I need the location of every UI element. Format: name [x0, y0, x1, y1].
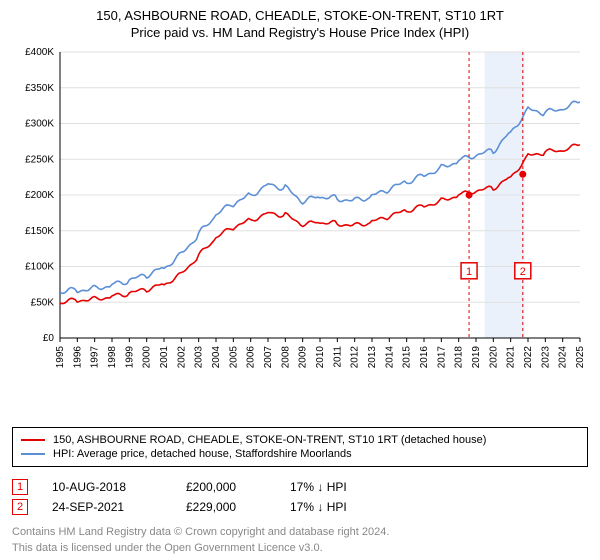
x-tick-label: 2006 — [246, 346, 257, 369]
event-marker-2: 2 — [520, 266, 526, 278]
legend-label: 150, ASHBOURNE ROAD, CHEADLE, STOKE-ON-T… — [53, 434, 486, 446]
annotation-price: £200,000 — [186, 480, 266, 494]
x-tick-label: 2016 — [419, 346, 430, 369]
x-tick-label: 2014 — [384, 346, 395, 369]
x-tick-label: 2022 — [523, 346, 534, 369]
x-tick-label: 2024 — [558, 346, 569, 369]
x-tick-label: 1997 — [90, 346, 101, 369]
legend-box: 150, ASHBOURNE ROAD, CHEADLE, STOKE-ON-T… — [12, 427, 588, 467]
legend-label: HPI: Average price, detached house, Staf… — [53, 448, 352, 460]
y-tick-label: £100K — [25, 262, 54, 273]
attribution-line2: This data is licensed under the Open Gov… — [12, 541, 588, 556]
y-tick-label: £50K — [31, 297, 55, 308]
attribution-line1: Contains HM Land Registry data © Crown c… — [12, 525, 588, 540]
x-tick-label: 2010 — [315, 346, 326, 369]
x-tick-label: 2009 — [298, 346, 309, 369]
legend-row: HPI: Average price, detached house, Staf… — [21, 448, 579, 460]
event-marker-1: 1 — [466, 266, 472, 278]
chart-area: £0 £50K £100K £150K £200K £250K £300K £350K £400… — [12, 46, 588, 421]
x-tick-label: 2015 — [402, 346, 413, 369]
annotation-marker: 2 — [12, 499, 28, 515]
annotation-date: 24-SEP-2021 — [52, 500, 162, 514]
y-tick-label: £350K — [25, 83, 54, 94]
x-tick-label: 2008 — [280, 346, 291, 369]
legend-swatch — [21, 453, 45, 455]
title-subtitle: Price paid vs. HM Land Registry's House … — [12, 25, 588, 40]
annotation-price: £229,000 — [186, 500, 266, 514]
y-tick-label: £150K — [25, 226, 54, 237]
y-tick-label: £200K — [25, 190, 54, 201]
x-tick-label: 2011 — [332, 346, 343, 368]
legend-swatch — [21, 439, 45, 441]
annotation-row: 2 24-SEP-2021 £229,000 17% ↓ HPI — [12, 499, 588, 515]
annotation-date: 10-AUG-2018 — [52, 480, 162, 494]
x-tick-label: 2002 — [176, 346, 187, 369]
title-block: 150, ASHBOURNE ROAD, CHEADLE, STOKE-ON-T… — [12, 8, 588, 40]
x-tick-label: 2003 — [194, 346, 205, 369]
x-tick-label: 2017 — [436, 346, 447, 369]
x-tick-label: 2020 — [488, 346, 499, 369]
x-tick-label: 1998 — [107, 346, 118, 369]
x-tick-label: 2000 — [142, 346, 153, 369]
attribution-text: Contains HM Land Registry data © Crown c… — [12, 525, 588, 556]
x-tick-label: 1995 — [55, 346, 66, 369]
title-address: 150, ASHBOURNE ROAD, CHEADLE, STOKE-ON-T… — [12, 8, 588, 23]
x-tick-label: 2013 — [367, 346, 378, 369]
x-tick-label: 2007 — [263, 346, 274, 369]
annotation-delta: 17% ↓ HPI — [290, 480, 347, 494]
x-tick-label: 2025 — [575, 346, 586, 369]
y-tick-label: £250K — [25, 154, 54, 165]
x-tick-label: 1996 — [72, 346, 83, 369]
y-tick-label: £0 — [43, 333, 55, 344]
x-tick-label: 2001 — [159, 346, 170, 369]
annotation-delta: 17% ↓ HPI — [290, 500, 347, 514]
chart-container: 150, ASHBOURNE ROAD, CHEADLE, STOKE-ON-T… — [0, 0, 600, 560]
annotation-table: 1 10-AUG-2018 £200,000 17% ↓ HPI 2 24-SEP-202… — [12, 475, 588, 519]
x-tick-label: 2019 — [471, 346, 482, 369]
annotation-marker: 1 — [12, 479, 28, 495]
annotation-row: 1 10-AUG-2018 £200,000 17% ↓ HPI — [12, 479, 588, 495]
x-tick-label: 2023 — [540, 346, 551, 369]
x-tick-label: 2021 — [506, 346, 517, 369]
x-tick-label: 2012 — [350, 346, 361, 369]
x-tick-label: 2018 — [454, 346, 465, 369]
legend-row: 150, ASHBOURNE ROAD, CHEADLE, STOKE-ON-T… — [21, 434, 579, 446]
x-tick-label: 1999 — [124, 346, 135, 369]
line-chart-svg: £0 £50K £100K £150K £200K £250K £300K £350K £400… — [12, 46, 588, 376]
y-tick-label: £400K — [25, 47, 54, 58]
y-tick-label: £300K — [25, 119, 54, 130]
x-tick-label: 2005 — [228, 346, 239, 369]
x-tick-label: 2004 — [211, 346, 222, 369]
